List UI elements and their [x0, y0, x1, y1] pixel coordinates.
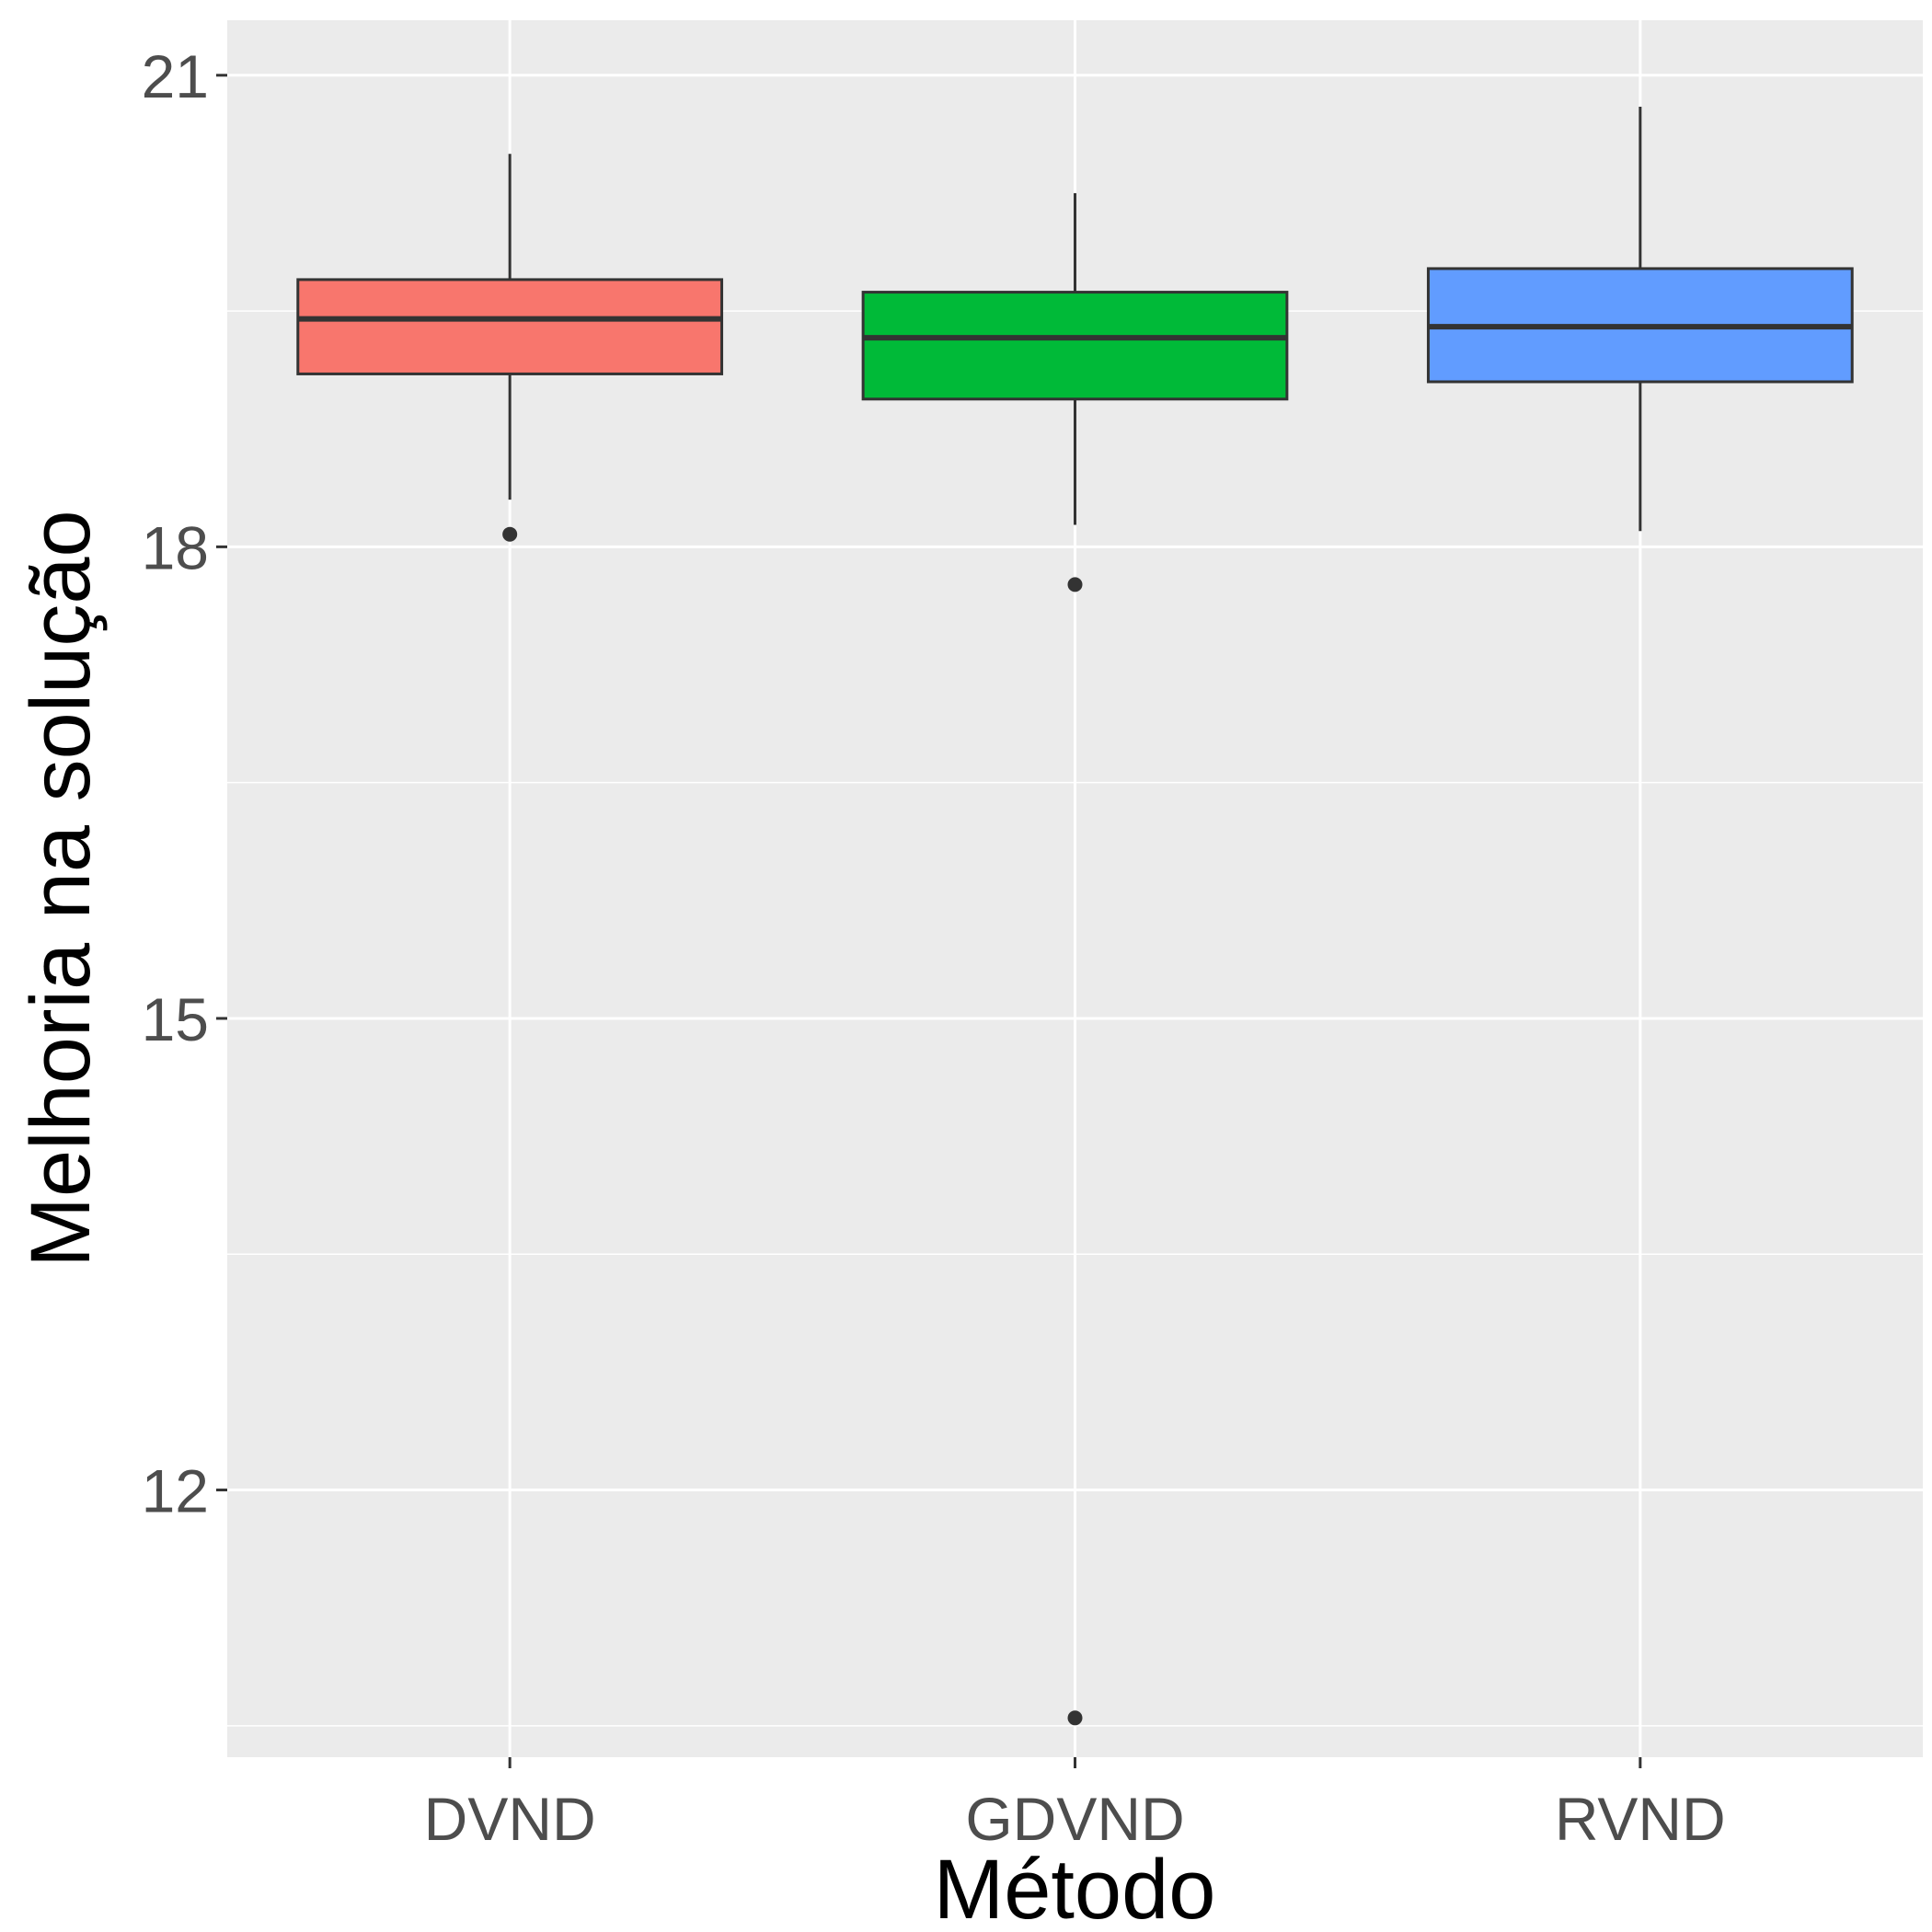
iqr-box: [861, 291, 1289, 401]
x-axis-title: Método: [934, 1843, 1216, 1932]
y-tick-label: 21: [142, 42, 209, 110]
x-tick-label: RVND: [1555, 1785, 1726, 1853]
outlier-point: [502, 526, 518, 542]
x-tick-label: DVND: [424, 1785, 596, 1853]
iqr-box: [296, 278, 724, 375]
box-gdvnd: [861, 192, 1289, 1726]
outlier-point: [1067, 1710, 1083, 1726]
y-tick-label: 15: [142, 985, 209, 1053]
x-axis: DVND GDVND RVND: [424, 1757, 1726, 1853]
box-dvnd: [296, 154, 724, 542]
outlier-point: [1067, 577, 1083, 592]
x-tick-label: GDVND: [965, 1785, 1184, 1853]
y-axis: 12 15 18 21: [142, 42, 227, 1525]
y-tick-label: 12: [142, 1457, 209, 1525]
y-tick-label: 18: [142, 513, 209, 581]
y-axis-title: Melhoria na solução: [14, 510, 108, 1267]
box-series: [296, 106, 1854, 1726]
box-rvnd: [1426, 106, 1854, 532]
